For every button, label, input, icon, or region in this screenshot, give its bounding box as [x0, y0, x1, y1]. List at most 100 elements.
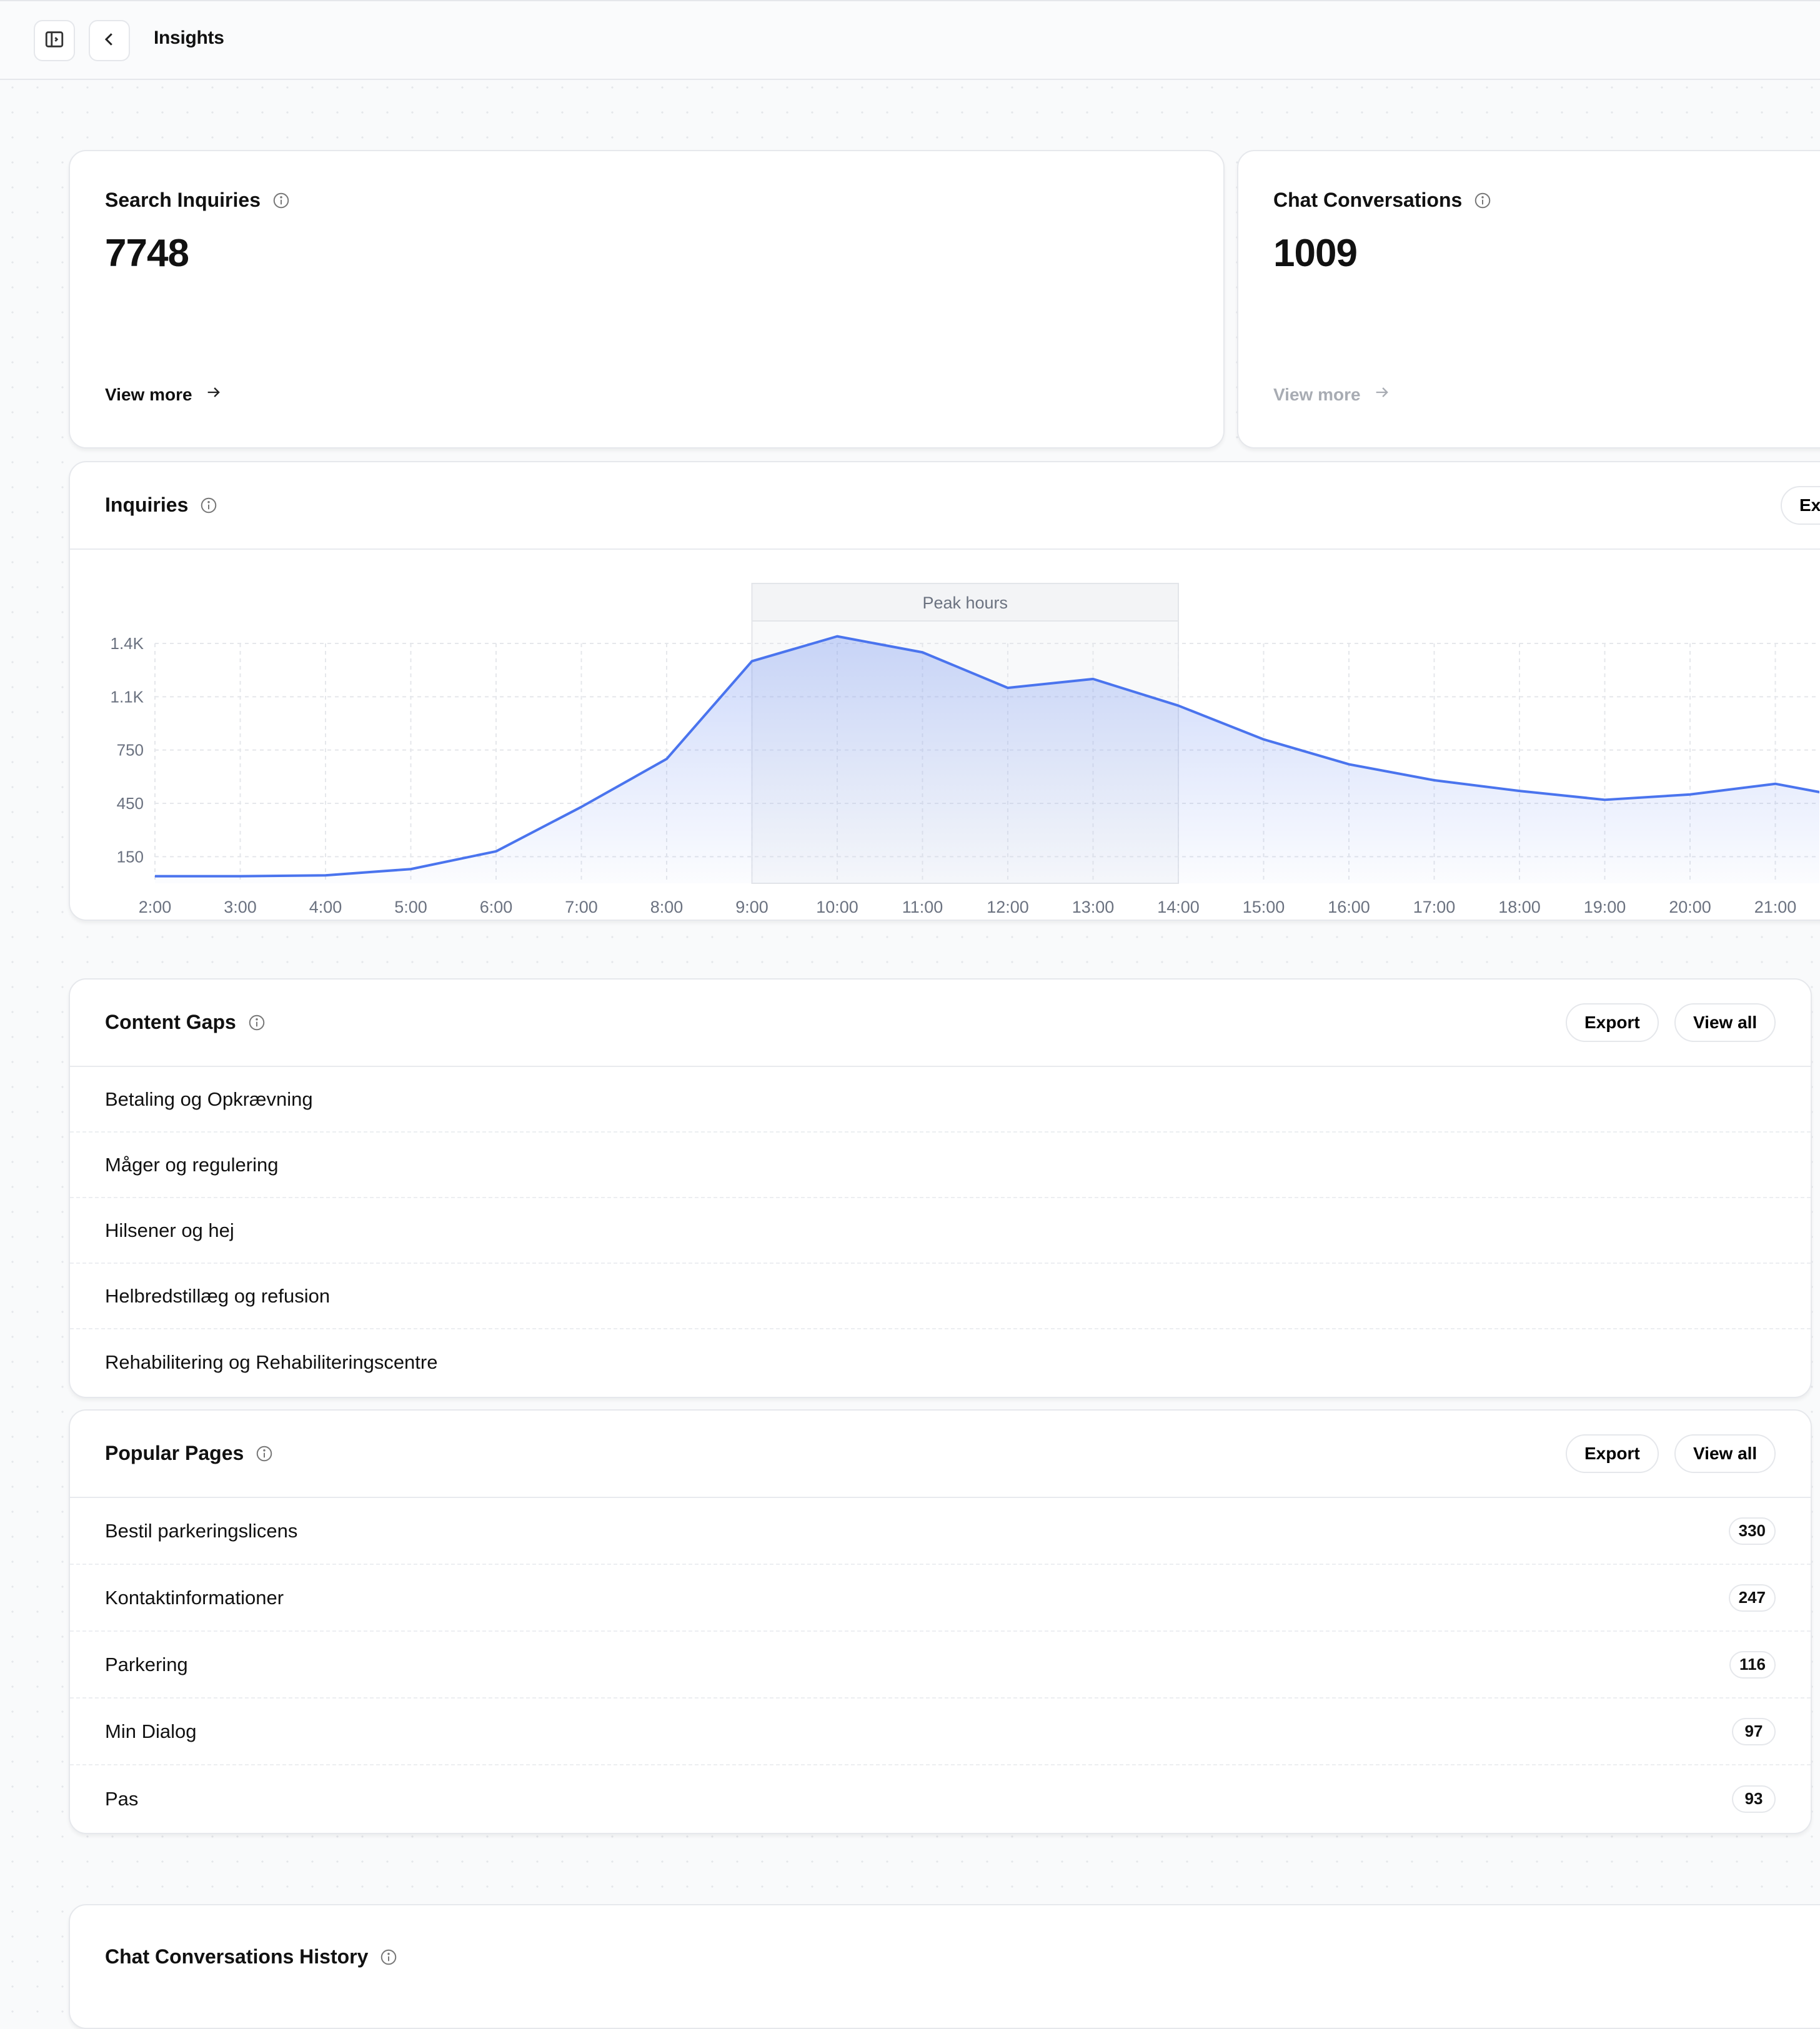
x-tick-label: 18:00 [1498, 898, 1541, 916]
list-item[interactable]: Kontaktinformationer 247 [70, 1565, 1811, 1632]
peak-hours-label: Peak hours [922, 593, 1008, 612]
view-all-button[interactable]: View all [1674, 1003, 1776, 1042]
x-tick-label: 3:00 [224, 898, 257, 916]
count-badge: 247 [1728, 1584, 1776, 1612]
x-tick-label: 13:00 [1072, 898, 1115, 916]
y-tick-label: 150 [117, 847, 144, 866]
chat-conversations-card: Chat Conversations 1009 View more [1237, 150, 1820, 449]
section-title: Popular Pages [105, 1442, 244, 1464]
content-gaps-card: Content Gaps Export View all Betaling og… [69, 978, 1812, 1398]
y-tick-label: 450 [117, 794, 144, 813]
view-more-link[interactable]: View more [1273, 384, 1391, 405]
inquiries-chart: Peak hours 150 450 750 1.1K 1.4K 2:00 3:00 4:00 5… [111, 583, 1819, 916]
list-item-label: Pas [105, 1787, 139, 1810]
metric-title: Chat Conversations [1273, 189, 1463, 211]
section-title: Chat Conversations History [105, 1945, 369, 1968]
x-tick-label: 5:00 [394, 898, 427, 916]
list-item[interactable]: Rehabilitering og Rehabiliteringscentre [70, 1329, 1811, 1395]
info-icon[interactable] [379, 1948, 398, 1967]
data-point [837, 636, 838, 637]
top-bar: Insights [0, 0, 1820, 80]
list-item[interactable]: Betaling og Opkrævning [70, 1067, 1811, 1133]
view-more-label: View more [1273, 384, 1361, 404]
x-tick-label: 14:00 [1157, 898, 1200, 916]
data-point [581, 806, 582, 808]
inquiries-card: Inquiries Exp Peak hours 150 450 750 1.1K 1.4… [69, 461, 1820, 921]
y-tick-label: 1.4K [111, 634, 144, 653]
x-tick-label: 12:00 [987, 898, 1029, 916]
list-item[interactable]: Min Dialog 97 [70, 1699, 1811, 1765]
list-item[interactable]: Helbredstillæg og refusion [70, 1264, 1811, 1329]
data-point [1178, 705, 1179, 707]
back-button[interactable] [89, 20, 130, 61]
list-item[interactable]: Pas 93 [70, 1765, 1811, 1832]
y-tick-label: 1.1K [111, 687, 144, 706]
list-item-label: Måger og regulering [105, 1153, 279, 1176]
x-tick-label: 11:00 [902, 898, 943, 916]
data-point [1348, 763, 1350, 765]
list-item-label: Rehabilitering og Rehabiliteringscentre [105, 1351, 438, 1373]
page-title: Insights [154, 27, 224, 48]
x-tick-label: 9:00 [735, 898, 768, 916]
x-tick-label: 8:00 [650, 898, 684, 916]
list-item-label: Parkering [105, 1653, 188, 1675]
info-icon[interactable] [255, 1444, 274, 1463]
info-icon[interactable] [1473, 191, 1492, 210]
data-point [1689, 794, 1691, 795]
x-tick-label: 10:00 [816, 898, 858, 916]
data-point [922, 652, 923, 653]
info-icon[interactable] [247, 1013, 266, 1032]
count-badge: 330 [1728, 1517, 1776, 1545]
metric-title: Search Inquiries [105, 189, 261, 211]
arrow-right-icon [1373, 384, 1391, 405]
inquiries-header: Inquiries Exp [70, 462, 1820, 550]
view-more-link[interactable]: View more [105, 384, 222, 405]
list-item-label: Bestil parkeringslicens [105, 1519, 298, 1542]
list-item[interactable]: Parkering 116 [70, 1632, 1811, 1699]
list-item-label: Min Dialog [105, 1720, 197, 1742]
content-gaps-header: Content Gaps Export View all [70, 980, 1811, 1067]
count-badge: 93 [1732, 1785, 1776, 1813]
sidebar-toggle-button[interactable] [34, 20, 75, 61]
chevron-left-icon [100, 30, 119, 52]
list-item-label: Betaling og Opkrævning [105, 1088, 313, 1110]
x-tick-label: 6:00 [480, 898, 513, 916]
popular-pages-card: Popular Pages Export View all Bestil par… [69, 1409, 1812, 1834]
info-icon[interactable] [272, 191, 291, 210]
data-point [1263, 739, 1264, 740]
x-tick-label: 4:00 [309, 898, 342, 916]
peak-hours-header [751, 583, 1179, 622]
x-tick-label: 16:00 [1328, 898, 1370, 916]
search-inquiries-card: Search Inquiries 7748 View more [69, 150, 1225, 449]
list-item[interactable]: Hilsener og hej [70, 1198, 1811, 1264]
list-item-label: Hilsener og hej [105, 1219, 234, 1241]
data-point [1775, 783, 1776, 785]
chat-history-card: Chat Conversations History [69, 1904, 1820, 2029]
list-item[interactable]: Måger og regulering [70, 1133, 1811, 1198]
count-badge: 97 [1732, 1717, 1776, 1745]
list-item-label: Helbredstillæg og refusion [105, 1284, 331, 1307]
info-icon[interactable] [199, 496, 218, 515]
view-all-button[interactable]: View all [1674, 1434, 1776, 1473]
section-title: Content Gaps [105, 1011, 236, 1033]
sidebar-toggle-icon [44, 29, 65, 53]
x-tick-label: 15:00 [1243, 898, 1285, 916]
export-button[interactable]: Exp [1781, 486, 1820, 525]
view-more-label: View more [105, 384, 192, 404]
list-item-label: Kontaktinformationer [105, 1586, 284, 1609]
data-point [1434, 780, 1435, 781]
metric-value: 7748 [105, 232, 189, 275]
list-item[interactable]: Bestil parkeringslicens 330 [70, 1498, 1811, 1565]
y-tick-label: 750 [117, 741, 144, 760]
x-tick-label: 2:00 [139, 898, 172, 916]
x-tick-label: 19:00 [1584, 898, 1626, 916]
export-button[interactable]: Export [1566, 1434, 1659, 1473]
arrow-right-icon [205, 384, 222, 405]
popular-pages-header: Popular Pages Export View all [70, 1411, 1811, 1498]
data-point [410, 868, 411, 870]
x-tick-label: 17:00 [1413, 898, 1456, 916]
metric-value: 1009 [1273, 232, 1358, 275]
export-button[interactable]: Export [1566, 1003, 1659, 1042]
series-area [155, 636, 1819, 883]
section-title: Inquiries [105, 494, 189, 516]
